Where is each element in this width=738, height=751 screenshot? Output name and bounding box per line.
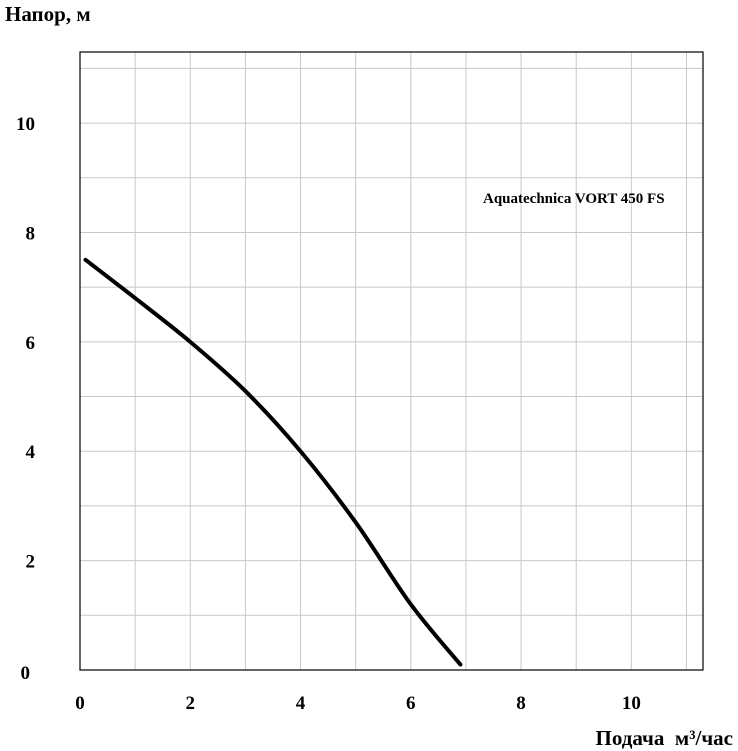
model-annotation: Aquatechnica VORT 450 FS: [483, 191, 665, 207]
x-tick-label: 0: [75, 693, 85, 714]
y-tick-label: 4: [26, 442, 36, 463]
x-tick-label: 6: [406, 693, 416, 714]
pump-curve-line: [83, 257, 463, 667]
x-tick-label: 2: [186, 693, 196, 714]
y-tick-label: 0: [21, 663, 31, 684]
y-tick-label: 6: [26, 333, 36, 354]
x-tick-labels: 0 2 4 6 8 10: [75, 693, 641, 714]
y-tick-label: 2: [26, 552, 36, 573]
y-tick-label: 8: [26, 223, 36, 244]
y-tick-labels: 0 2 4 6 8 10: [16, 114, 36, 684]
x-tick-label: 4: [296, 693, 306, 714]
x-tick-label: 10: [622, 693, 641, 714]
y-axis-label: Напор, м: [5, 2, 91, 26]
plot-frame: [79, 51, 704, 671]
y-tick-label: 10: [16, 114, 35, 135]
grid: [80, 52, 703, 670]
x-axis-label: Подача м³/час: [596, 726, 733, 750]
x-tick-label: 8: [516, 693, 526, 714]
series-layer: [83, 257, 463, 667]
